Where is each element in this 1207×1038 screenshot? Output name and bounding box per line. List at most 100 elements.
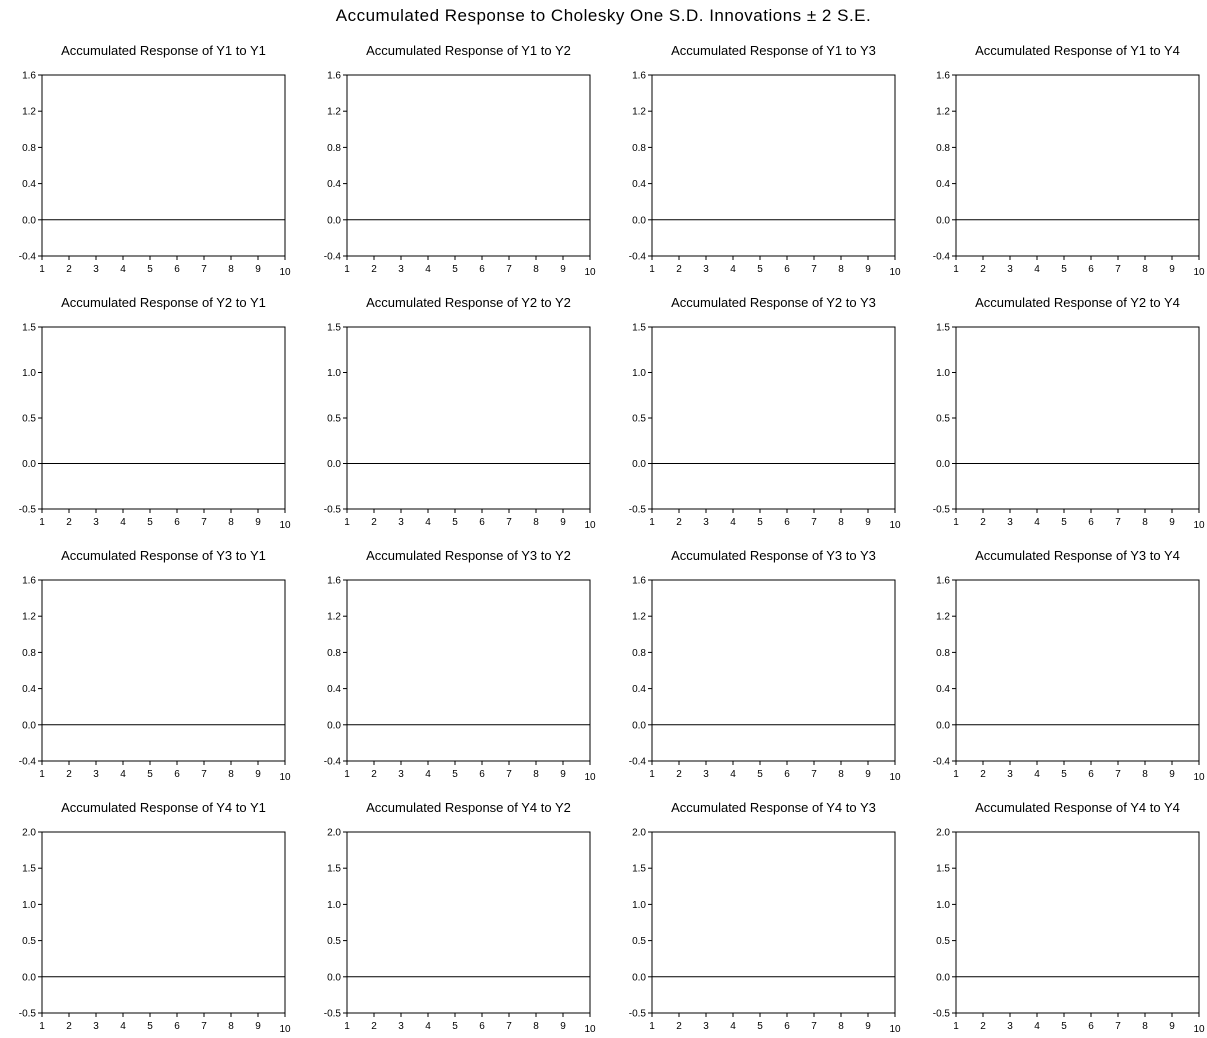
subplot-15: Accumulated Response of Y4 to Y3 -0.5 0.0 0… (629, 800, 901, 1035)
x-tick-label: 5 (1061, 517, 1067, 528)
y-tick-label: -0.4 (324, 252, 342, 263)
y-tick-label: 1.6 (22, 71, 36, 82)
x-tick-label: 5 (757, 517, 763, 528)
x-tick-label: 10 (279, 1024, 291, 1035)
x-tick-label: 9 (865, 517, 871, 528)
y-tick-label: -0.5 (933, 505, 951, 516)
x-tick-label: 8 (533, 264, 539, 275)
y-tick-label: 1.2 (327, 612, 341, 623)
x-tick-label: 9 (255, 769, 261, 780)
y-tick-label: 0.0 (936, 215, 950, 226)
y-tick-label: 1.5 (22, 323, 36, 334)
y-tick-label: 1.6 (327, 71, 341, 82)
x-tick-label: 4 (120, 769, 126, 780)
y-tick-label: -0.4 (933, 757, 951, 768)
y-tick-label: 0.0 (632, 459, 646, 470)
x-tick-label: 6 (174, 264, 180, 275)
x-tick-label: 2 (66, 769, 72, 780)
y-tick-label: 0.8 (327, 143, 341, 154)
y-tick-label: 0.0 (327, 215, 341, 226)
subplot-16: Accumulated Response of Y4 to Y4 -0.5 0.0 0… (933, 800, 1205, 1035)
plot-frame (41, 831, 286, 1014)
y-tick-label: 0.4 (632, 179, 646, 190)
x-tick-label: 1 (649, 264, 655, 275)
x-tick-label: 8 (1142, 769, 1148, 780)
x-tick-label: 3 (398, 264, 404, 275)
x-tick-label: 7 (811, 517, 817, 528)
x-tick-label: 8 (1142, 517, 1148, 528)
x-tick-label: 7 (201, 264, 207, 275)
x-tick-label: 8 (533, 1021, 539, 1032)
x-tick-label: 3 (93, 264, 99, 275)
x-tick-label: 10 (1193, 267, 1205, 278)
y-tick-label: 0.0 (936, 720, 950, 731)
y-tick-label: -0.5 (629, 1009, 647, 1020)
x-tick-label: 10 (584, 267, 596, 278)
y-tick-label: 1.2 (22, 107, 36, 118)
subplot-title: Accumulated Response of Y1 to Y2 (366, 43, 571, 58)
x-tick-label: 5 (757, 264, 763, 275)
x-tick-label: 4 (425, 769, 431, 780)
x-tick-label: 6 (784, 769, 790, 780)
y-tick-label: -0.5 (629, 505, 647, 516)
y-tick-label: 1.2 (327, 107, 341, 118)
x-tick-label: 4 (730, 1021, 736, 1032)
y-tick-label: 1.0 (327, 368, 341, 379)
subplot-title: Accumulated Response of Y3 to Y4 (975, 548, 1180, 563)
y-tick-label: 0.8 (936, 648, 950, 659)
x-tick-label: 8 (533, 517, 539, 528)
subplot-1: Accumulated Response of Y1 to Y1 -0.4 0.0 0… (19, 43, 291, 278)
x-tick-label: 2 (371, 517, 377, 528)
y-tick-label: 0.0 (22, 459, 36, 470)
x-tick-label: 10 (1193, 1024, 1205, 1035)
x-tick-label: 4 (1034, 769, 1040, 780)
x-tick-label: 8 (533, 769, 539, 780)
x-tick-label: 1 (39, 769, 45, 780)
x-tick-label: 7 (201, 517, 207, 528)
x-tick-label: 5 (147, 517, 153, 528)
x-tick-label: 3 (703, 517, 709, 528)
y-tick-label: 0.8 (936, 143, 950, 154)
x-tick-label: 9 (865, 264, 871, 275)
y-tick-label: 0.5 (632, 414, 646, 425)
x-tick-label: 4 (730, 264, 736, 275)
x-tick-label: 7 (1115, 769, 1121, 780)
figure-title: Accumulated Response to Cholesky One S.D… (335, 6, 872, 25)
x-tick-label: 3 (1007, 517, 1013, 528)
y-tick-label: 1.0 (632, 368, 646, 379)
x-tick-label: 7 (201, 1021, 207, 1032)
x-tick-label: 10 (584, 1024, 596, 1035)
x-tick-label: 5 (1061, 769, 1067, 780)
x-tick-label: 7 (201, 769, 207, 780)
y-tick-label: 1.0 (22, 900, 36, 911)
x-tick-label: 1 (39, 517, 45, 528)
y-tick-label: 1.5 (936, 864, 950, 875)
plot-frame (346, 74, 591, 257)
x-tick-label: 2 (980, 264, 986, 275)
x-tick-label: 1 (649, 1021, 655, 1032)
x-tick-label: 9 (560, 264, 566, 275)
y-tick-label: 0.0 (327, 972, 341, 983)
y-tick-label: 0.4 (632, 684, 646, 695)
x-tick-label: 2 (676, 517, 682, 528)
x-tick-label: 1 (953, 517, 959, 528)
y-tick-label: 0.8 (632, 648, 646, 659)
plot-frame (651, 831, 896, 1014)
x-tick-label: 1 (953, 769, 959, 780)
subplot-7: Accumulated Response of Y2 to Y3 -0.5 0.0 0… (629, 295, 901, 531)
subplot-8: Accumulated Response of Y2 to Y4 -0.5 0.0 0… (933, 295, 1205, 531)
x-tick-label: 5 (452, 517, 458, 528)
y-tick-label: -0.4 (629, 757, 647, 768)
x-tick-label: 6 (1088, 264, 1094, 275)
x-tick-label: 3 (1007, 1021, 1013, 1032)
x-tick-label: 5 (452, 769, 458, 780)
subplot-title: Accumulated Response of Y2 to Y3 (671, 295, 876, 310)
y-tick-label: 0.8 (327, 648, 341, 659)
x-tick-label: 2 (676, 1021, 682, 1032)
subplot-10: Accumulated Response of Y3 to Y2 -0.4 0.0 0… (324, 548, 596, 783)
y-tick-label: 0.8 (632, 143, 646, 154)
x-tick-label: 6 (784, 517, 790, 528)
x-tick-label: 7 (506, 1021, 512, 1032)
y-tick-label: 0.5 (936, 936, 950, 947)
